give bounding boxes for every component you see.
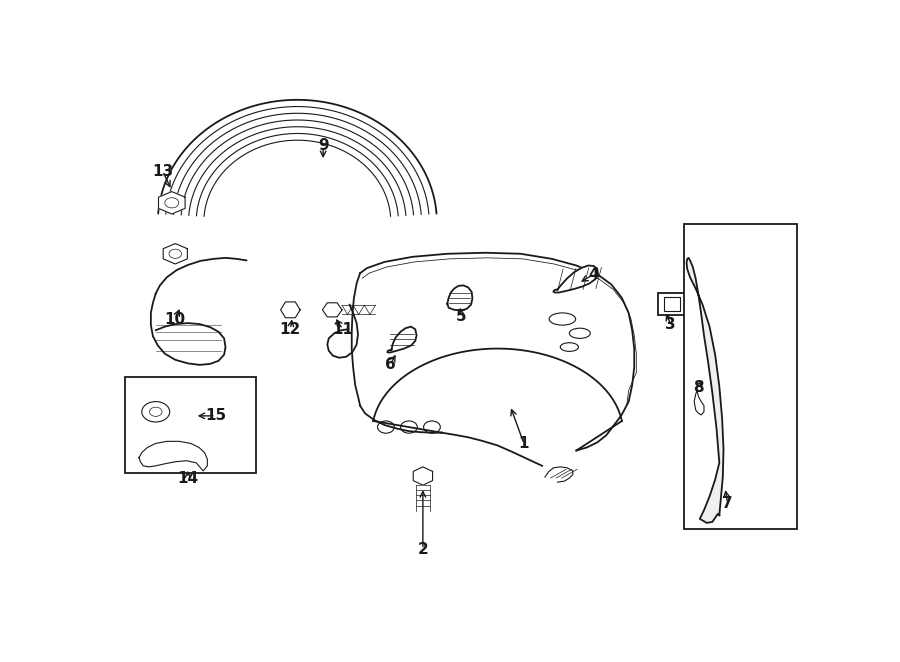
Polygon shape xyxy=(387,326,417,353)
Text: 1: 1 xyxy=(518,436,529,451)
Text: 5: 5 xyxy=(456,309,466,324)
Polygon shape xyxy=(447,285,473,310)
Text: 15: 15 xyxy=(205,408,226,424)
Polygon shape xyxy=(322,303,342,317)
Text: 4: 4 xyxy=(589,267,599,281)
Bar xyxy=(684,224,797,529)
Polygon shape xyxy=(158,191,185,214)
Polygon shape xyxy=(139,442,207,471)
Text: 9: 9 xyxy=(318,138,328,153)
Polygon shape xyxy=(163,244,187,264)
Text: 2: 2 xyxy=(418,542,428,557)
Polygon shape xyxy=(694,391,704,415)
Text: 11: 11 xyxy=(332,322,353,337)
Polygon shape xyxy=(413,467,433,485)
Text: 6: 6 xyxy=(384,357,395,373)
Text: 12: 12 xyxy=(280,322,301,337)
Bar xyxy=(658,293,686,315)
Text: 7: 7 xyxy=(723,496,733,511)
Polygon shape xyxy=(554,265,598,293)
Bar xyxy=(125,377,256,473)
Text: 14: 14 xyxy=(177,471,198,485)
Text: 10: 10 xyxy=(165,312,185,326)
Text: 13: 13 xyxy=(152,164,174,179)
Polygon shape xyxy=(281,302,300,318)
Text: 3: 3 xyxy=(665,316,676,332)
Text: 8: 8 xyxy=(693,381,704,395)
Bar xyxy=(663,297,680,311)
Polygon shape xyxy=(687,258,724,523)
